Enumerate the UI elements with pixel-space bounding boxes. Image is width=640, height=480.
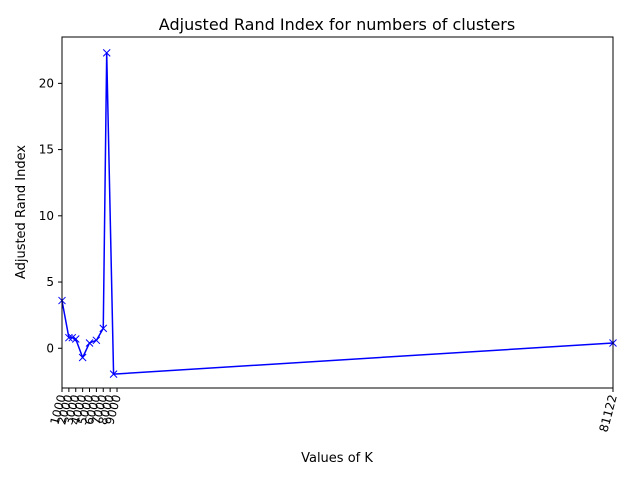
data-point-marker: [99, 324, 108, 333]
x-axis-label: Values of K: [301, 451, 373, 466]
data-point-marker: [71, 335, 80, 343]
y-tick-label: 20: [39, 76, 54, 90]
y-tick-label: 15: [39, 143, 54, 157]
axis-ticks: 0510152010002000300040005000600070008000…: [39, 76, 620, 433]
data-point-marker: [109, 370, 118, 378]
data-point-marker: [78, 353, 87, 362]
data-point-marker: [65, 333, 73, 342]
data-point-marker: [102, 49, 111, 57]
plot-frame: [61, 36, 614, 389]
y-tick-label: 5: [46, 275, 54, 289]
data-point-marker: [92, 336, 101, 345]
chart-title: Adjusted Rand Index for numbers of clust…: [159, 15, 515, 34]
y-tick-label: 10: [39, 209, 54, 223]
y-tick-label: 0: [46, 341, 54, 355]
data-point-marker: [85, 339, 94, 347]
y-axis-label: Adjusted Rand Index: [14, 145, 29, 279]
